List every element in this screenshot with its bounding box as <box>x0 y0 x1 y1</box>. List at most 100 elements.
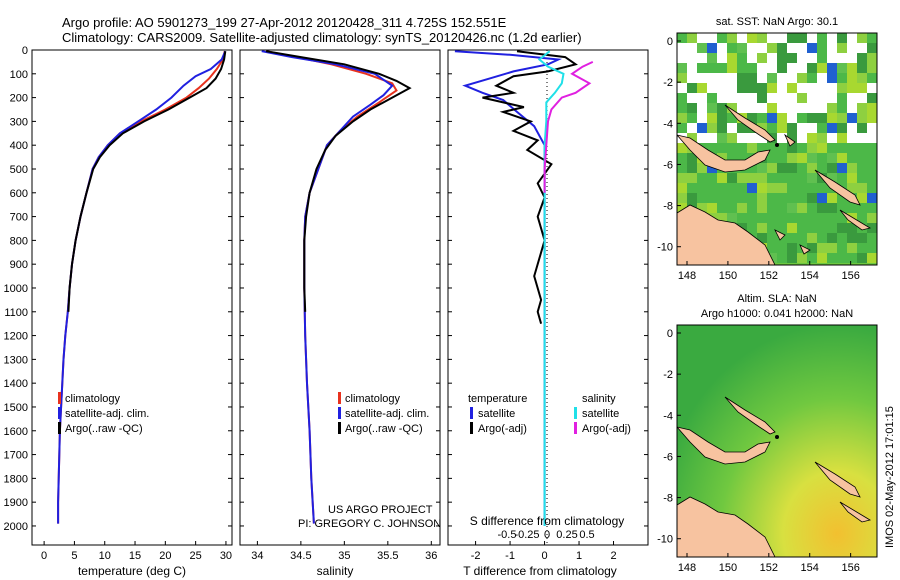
sst-cell <box>677 43 687 53</box>
sst-cell <box>807 123 817 133</box>
sst-cell <box>687 43 697 53</box>
sst-cell <box>727 193 737 203</box>
sst-cell <box>847 43 857 53</box>
salinity-panel: 34 34.5 35 35.5 36 salinity climatology sate… <box>239 49 441 578</box>
sst-cell <box>727 83 737 93</box>
sst-cell <box>847 63 857 73</box>
difference-top-xlabel: S difference from climatology <box>470 514 625 528</box>
project-name: US ARGO PROJECT <box>328 504 433 516</box>
salinity-axes-frame <box>239 49 441 546</box>
sst-cell <box>787 183 797 193</box>
sst-cell <box>787 243 797 253</box>
sla-map: Altim. SLA: NaN Argo h1000: 0.041 h2000:… <box>657 293 878 574</box>
sst-cell <box>807 233 817 243</box>
sst-cell <box>717 93 727 103</box>
sst-cell <box>677 153 687 163</box>
sst-cell <box>797 253 807 263</box>
sst-cell <box>837 63 847 73</box>
sst-cell <box>757 143 767 153</box>
map-y-label: -4 <box>663 118 673 130</box>
sst-cell <box>807 53 817 63</box>
sst-cell <box>857 33 867 43</box>
sst-cell <box>787 113 797 123</box>
sst-cell <box>677 83 687 93</box>
sst-cell <box>697 103 707 113</box>
sst-cell <box>797 213 807 223</box>
sst-cell <box>697 193 707 203</box>
map-x-label: 156 <box>841 562 859 574</box>
sst-cell <box>837 243 847 253</box>
sst-cell <box>837 73 847 83</box>
map-x-label: 152 <box>760 270 778 282</box>
series-line-argo-raw-qc- <box>67 51 227 312</box>
side-timestamp: IMOS 02-May-2012 17:01:15 <box>884 406 896 548</box>
sst-cell <box>737 213 747 223</box>
sst-cell <box>817 213 827 223</box>
sst-cell <box>767 243 777 253</box>
x-tick-label: 34 <box>251 550 263 562</box>
sst-cell <box>807 73 817 83</box>
x-tick-label-S: -0.5 <box>498 529 517 541</box>
sst-cell <box>677 53 687 63</box>
sst-cell <box>767 33 777 43</box>
sst-cell <box>717 183 727 193</box>
sst-cell <box>787 193 797 203</box>
sst-cell <box>827 213 837 223</box>
sst-cell <box>857 63 867 73</box>
x-tick-label-S: -0.25 <box>514 529 539 541</box>
difference-xlabel: T difference from climatology <box>463 564 617 578</box>
series-line-satellite-adj-clim- <box>261 50 394 524</box>
sst-cell <box>677 103 687 113</box>
legend-label-sal-argo: Argo(-adj) <box>582 423 631 435</box>
series-line-temperature-argo-adj- <box>482 50 578 324</box>
map-x-label: 148 <box>678 270 696 282</box>
sst-cell <box>767 93 777 103</box>
sst-cell <box>747 63 757 73</box>
sst-cell <box>767 253 777 263</box>
sst-cell <box>767 173 777 183</box>
sst-cell <box>807 183 817 193</box>
legend-label-argo: Argo(..raw -QC) <box>65 423 143 435</box>
sst-cell <box>777 133 787 143</box>
sst-cell <box>797 103 807 113</box>
x-tick-label: 34.5 <box>290 550 311 562</box>
y-tick-label: 1000 <box>4 283 28 295</box>
coastline-islet <box>784 133 796 147</box>
sst-cell <box>787 153 797 163</box>
sst-cell <box>767 193 777 203</box>
sst-cell <box>837 233 847 243</box>
sst-cell <box>757 163 767 173</box>
sst-cell <box>797 73 807 83</box>
sst-cell <box>847 73 857 83</box>
y-tick-label: 1400 <box>4 378 28 390</box>
sst-cell <box>817 93 827 103</box>
y-tick-label: 1800 <box>4 473 28 485</box>
difference-series <box>454 50 594 526</box>
sst-cell <box>867 173 877 183</box>
sst-cell <box>787 233 797 243</box>
sst-cell <box>847 163 857 173</box>
y-tick-label: 400 <box>10 140 28 152</box>
sst-cell <box>837 133 847 143</box>
coastline-islets <box>774 229 811 255</box>
sst-cell <box>867 203 877 213</box>
sst-cell <box>687 53 697 63</box>
sst-cell <box>687 153 697 163</box>
map-x-label: 154 <box>801 270 819 282</box>
sst-cell <box>757 53 767 63</box>
sst-cell <box>857 73 867 83</box>
sst-cell <box>727 213 737 223</box>
sst-cell <box>727 173 737 183</box>
sst-cell <box>867 123 877 133</box>
sst-cell <box>687 183 697 193</box>
sst-cell <box>837 103 847 113</box>
chart-title-line1: Argo profile: AO 5901273_199 27-Apr-2012… <box>62 15 507 30</box>
sst-cell <box>787 83 797 93</box>
legend-label-argo: Argo(..raw -QC) <box>345 423 423 435</box>
legend-title-salinity: salinity <box>582 393 616 405</box>
sst-cell <box>867 43 877 53</box>
sst-cell <box>697 173 707 183</box>
sst-cell <box>807 173 817 183</box>
sst-cell <box>747 173 757 183</box>
sst-cell <box>767 83 777 93</box>
